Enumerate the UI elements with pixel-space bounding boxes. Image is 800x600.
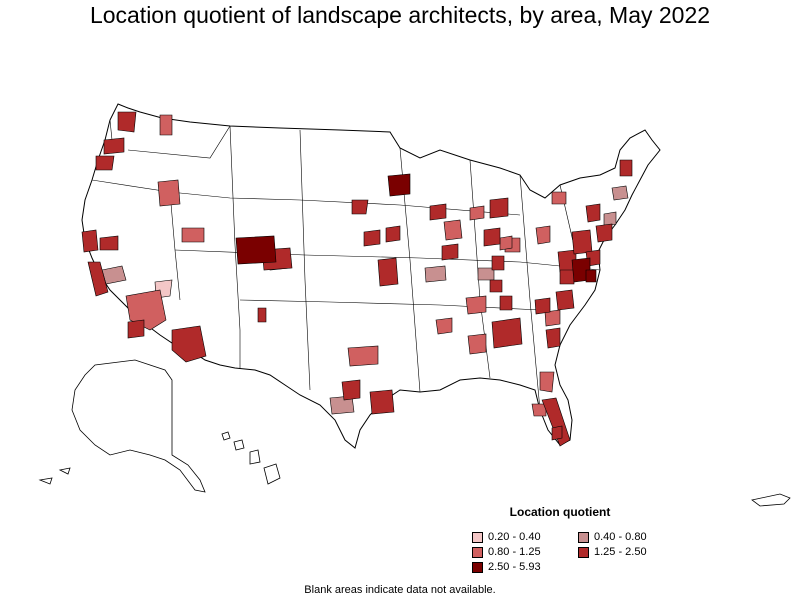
legend-item-3: 1.25 - 2.50	[578, 546, 647, 558]
legend-swatch	[578, 546, 589, 558]
areas-lq-1.25-2.50	[81, 111, 633, 447]
legend-item-2: 0.80 - 1.25	[472, 546, 541, 558]
hawaii	[221, 431, 281, 485]
areas-lq-2.50-5.93	[235, 173, 597, 283]
footnote: Blank areas indicate data not available.	[304, 584, 496, 596]
legend-label: 1.25 - 2.50	[594, 546, 647, 558]
map-title: Location quotient of landscape architect…	[89, 2, 711, 28]
areas-lq-0.80-1.25	[125, 114, 567, 417]
legend-swatch	[472, 546, 483, 558]
legend-title: Location quotient	[509, 505, 611, 519]
legend-swatch	[472, 561, 483, 573]
legend-swatch	[578, 531, 589, 543]
legend-item-0: 0.20 - 0.40	[472, 531, 541, 543]
legend-swatch	[472, 531, 483, 543]
legend-label: 0.80 - 1.25	[488, 546, 541, 558]
alaska	[38, 359, 206, 493]
legend-label: 2.50 - 5.93	[488, 561, 541, 573]
legend-item-1: 0.40 - 0.80	[578, 531, 647, 543]
legend-label: 0.40 - 0.80	[594, 531, 647, 543]
puerto-rico	[751, 493, 791, 507]
legend-item-4: 2.50 - 5.93	[472, 561, 541, 573]
legend-label: 0.20 - 0.40	[488, 531, 541, 543]
